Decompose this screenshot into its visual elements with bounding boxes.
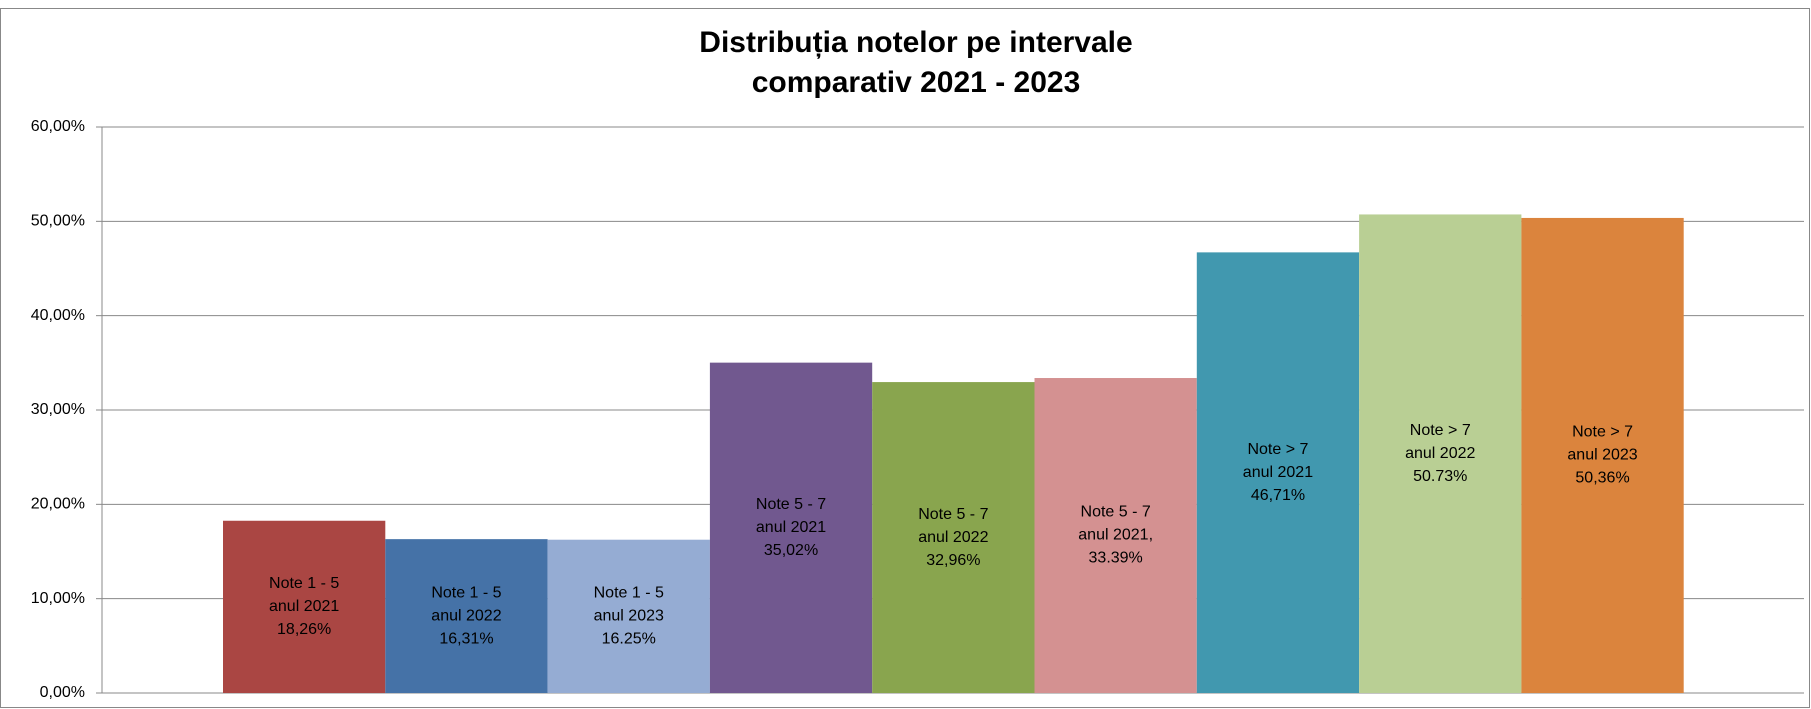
data-label: anul 2022 (431, 607, 501, 624)
y-tick-label: 0,00% (40, 684, 85, 701)
data-label: Note 5 - 7 (1081, 504, 1151, 521)
data-label: anul 2023 (1567, 447, 1637, 464)
data-label: Note 5 - 7 (756, 496, 826, 513)
y-tick-label: 10,00% (31, 590, 85, 607)
data-label: Note 1 - 5 (269, 575, 339, 592)
data-label: 35,02% (764, 542, 818, 559)
data-label: 50.73% (1413, 468, 1467, 485)
bar (1196, 252, 1360, 693)
bar (1034, 378, 1197, 693)
data-label: Note 5 - 7 (918, 506, 988, 523)
data-label: 50,36% (1575, 470, 1629, 487)
data-label: anul 2021 (756, 519, 826, 536)
bar (223, 520, 386, 693)
y-tick-label: 40,00% (31, 307, 85, 324)
bar (1359, 214, 1522, 693)
bar (1521, 217, 1684, 694)
y-tick-label: 60,00% (31, 118, 85, 135)
bar (547, 539, 710, 693)
data-label: Note > 7 (1247, 441, 1308, 458)
data-label: anul 2021, (1078, 527, 1153, 544)
data-label: 16,31% (439, 630, 493, 647)
data-label: 46,71% (1251, 487, 1305, 504)
y-tick-label: 50,00% (31, 213, 85, 230)
bar (385, 539, 548, 693)
chart-title: comparativ 2021 - 2023 (752, 66, 1081, 99)
data-label: 18,26% (277, 621, 331, 638)
data-label: anul 2021 (269, 598, 339, 615)
data-label: anul 2022 (1405, 445, 1475, 462)
data-label: Note > 7 (1410, 422, 1471, 439)
chart-title: Distribuția notelor pe intervale (699, 26, 1132, 59)
data-label: 16.25% (602, 631, 656, 648)
data-label: anul 2021 (1243, 464, 1313, 481)
data-label: anul 2023 (594, 608, 664, 625)
data-label: Note 1 - 5 (431, 584, 501, 601)
data-label: anul 2022 (918, 529, 988, 546)
data-label: Note > 7 (1572, 424, 1633, 441)
data-label: 32,96% (926, 552, 980, 569)
y-tick-label: 30,00% (31, 401, 85, 418)
bar (709, 362, 873, 693)
data-label: 33.39% (1089, 550, 1143, 567)
bar (872, 382, 1035, 693)
data-label: Note 1 - 5 (594, 585, 664, 602)
y-tick-label: 20,00% (31, 496, 85, 513)
